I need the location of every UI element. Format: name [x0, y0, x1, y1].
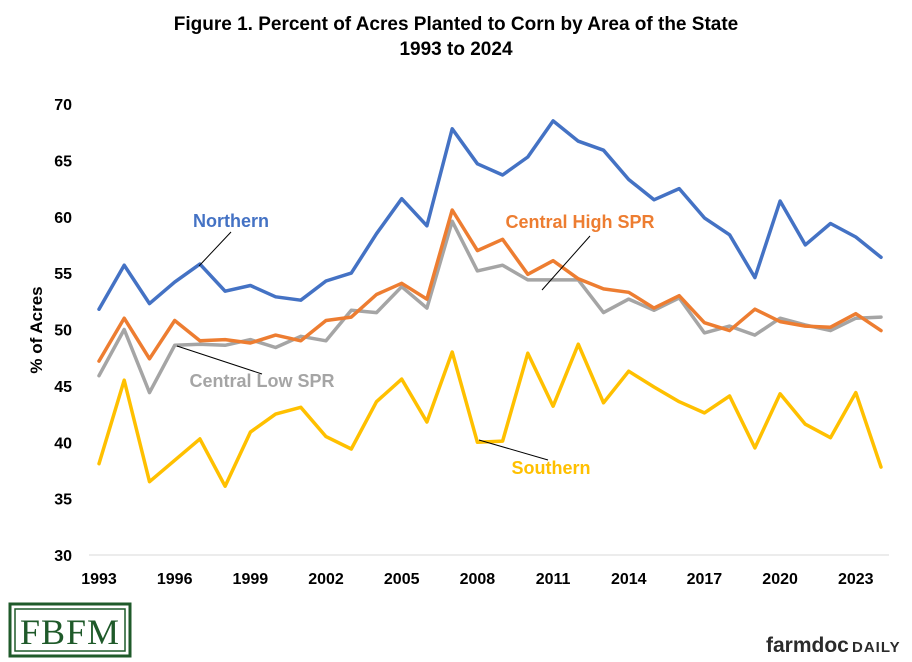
y-tick-label: 30	[54, 548, 72, 565]
series-label-southern: Southern	[512, 458, 591, 478]
x-tick-label: 2002	[308, 571, 344, 588]
y-axis-ticks: 30 35 40 45 50 55 60 65 70	[54, 97, 72, 565]
x-tick-label: 2008	[460, 571, 496, 588]
y-tick-label: 60	[54, 210, 72, 227]
x-tick-label: 2005	[384, 571, 420, 588]
leader-line-central-high-spr	[541, 235, 591, 291]
chart-title: Figure 1. Percent of Acres Planted to Co…	[174, 14, 739, 35]
series-label-central-high-spr: Central High SPR	[505, 212, 654, 232]
x-tick-label: 2014	[611, 571, 647, 588]
y-tick-label: 55	[54, 266, 72, 283]
farmdoc-daily-logo: farmdoc DAILY	[766, 634, 901, 657]
x-tick-label: 1999	[233, 571, 269, 588]
leader-line-southern	[478, 439, 549, 461]
series-line-northern	[97, 119, 883, 311]
y-tick-label: 65	[54, 153, 72, 170]
leader-line-northern	[198, 231, 232, 267]
series-label-northern: Northern	[193, 211, 269, 231]
x-tick-label: 2023	[838, 571, 874, 588]
x-tick-label: 2017	[687, 571, 723, 588]
farmdoc-logo-text: farmdoc	[766, 634, 849, 657]
fbfm-logo-text: FBFM	[20, 612, 120, 652]
series-label-central-low-spr: Central Low SPR	[189, 371, 334, 391]
y-tick-label: 70	[54, 97, 72, 114]
x-axis-ticks: 1993 1996 1999 2002 2005 2008 2011 2014 2017 2020…	[81, 571, 873, 588]
x-tick-label: 2020	[762, 571, 798, 588]
chart-subtitle: 1993 to 2024	[399, 39, 512, 60]
x-tick-label: 2011	[536, 571, 571, 588]
daily-logo-text: DAILY	[852, 639, 901, 656]
y-axis-label: % of Acres	[27, 286, 46, 373]
y-tick-label: 35	[54, 492, 72, 509]
series-line-central-low-spr	[97, 219, 883, 395]
x-tick-label: 1993	[81, 571, 117, 588]
y-tick-label: 50	[54, 323, 72, 340]
series-line-southern	[97, 342, 883, 488]
fbfm-logo: FBFM	[8, 602, 132, 658]
series-lines	[97, 119, 883, 488]
leader-line-central-low-spr	[176, 345, 263, 375]
y-tick-label: 40	[54, 435, 72, 452]
series-labels: Northern Central High SPR Central Low SPR S…	[176, 211, 655, 478]
series-line-central-high-spr	[97, 208, 883, 363]
y-tick-label: 45	[54, 379, 72, 396]
x-tick-label: 1996	[157, 571, 193, 588]
